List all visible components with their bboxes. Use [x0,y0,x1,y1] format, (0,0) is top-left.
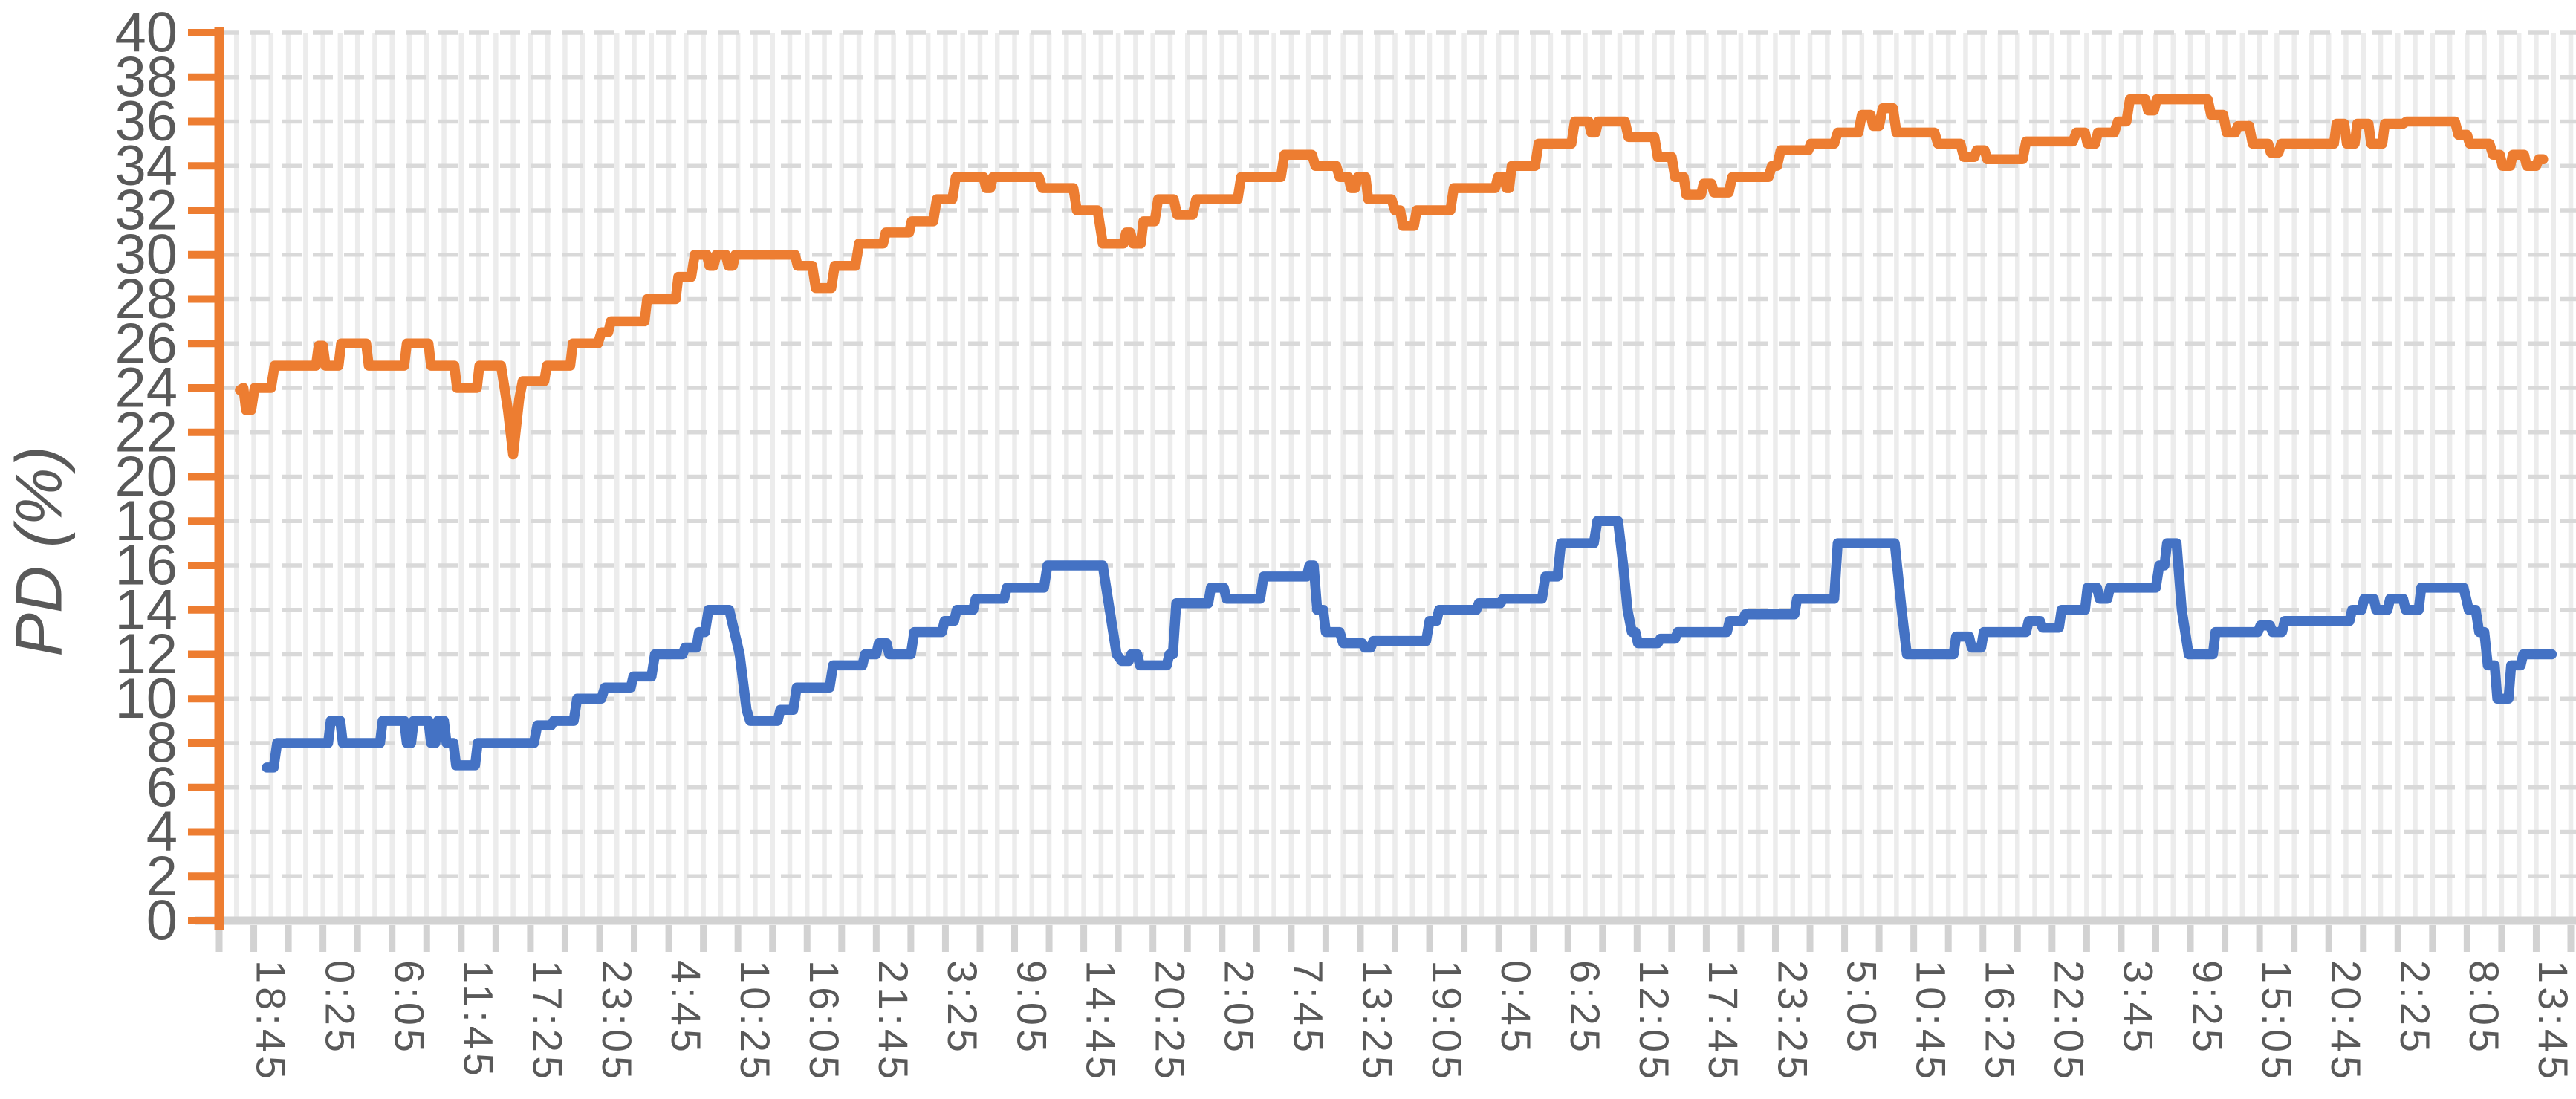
x-tick-label: 23:25 [1769,960,1816,1083]
x-tick-label: 6:05 [386,960,432,1056]
y-tick-label: 26 [114,312,178,375]
y-axis-title: PD (%) [2,446,76,657]
y-tick-label: 38 [114,45,178,108]
x-tick-label: 20:25 [1146,960,1193,1083]
x-tick-label: 3:25 [939,960,986,1056]
x-tick-label: 15:05 [2254,960,2300,1083]
x-tick-label: 2:25 [2392,960,2439,1056]
y-axis [188,27,224,930]
series-lines [235,94,2557,773]
x-tick-label: 2:05 [1216,960,1263,1056]
x-tick-label: 14:45 [1077,960,1124,1083]
x-tick-label: 18:45 [247,960,294,1083]
y-tick-label: 8 [146,712,178,775]
x-tick-label: 13:25 [1354,960,1401,1083]
y-tick-label: 18 [114,490,178,553]
x-tick-label: 11:45 [455,960,502,1080]
x-tick-label: 3:45 [2115,960,2162,1056]
y-tick-label: 10 [114,667,178,730]
x-tick-label: 0:45 [1493,960,1540,1056]
y-tick-label: 2 [146,845,178,908]
x-tick-label: 21:45 [870,960,917,1083]
orange-series-line [235,94,2549,460]
x-tick-label: 4:45 [663,960,710,1056]
x-tick-label: 12:05 [1631,960,1678,1083]
horizontal-gridlines [219,30,2576,878]
x-tick-label: 6:25 [1562,960,1609,1056]
x-tick-label: 0:25 [317,960,363,1056]
y-tick-label: 20 [114,445,178,508]
y-tick-label: 24 [114,357,178,420]
x-tick-label: 9:25 [2184,960,2231,1056]
x-tick-label: 22:05 [2046,960,2093,1083]
x-tick-label: 10:45 [1907,960,1954,1083]
x-tick-labels: 18:45 0:25 6:05 11:45 17:25 23:05 4:45 10:25 16:… [247,960,2576,1083]
y-tick-label: 40 [114,1,178,65]
y-tick-label: 12 [114,623,178,686]
blue-series-line [262,516,2557,773]
x-tick-label: 20:45 [2323,960,2369,1083]
y-tick-label: 30 [114,223,178,286]
y-tick-label: 6 [146,756,178,819]
x-tick-label: 13:45 [2530,960,2576,1083]
x-tick-label: 10:25 [732,960,779,1083]
x-tick-label: 5:05 [1838,960,1885,1056]
x-tick-label: 8:05 [2461,960,2508,1056]
y-tick-label: 0 [146,889,178,953]
y-tick-label: 28 [114,268,178,331]
x-tick-label: 9:05 [1008,960,1055,1056]
y-tick-label: 4 [146,800,178,863]
y-tick-label: 14 [114,578,178,641]
x-tick-label: 16:05 [801,960,848,1083]
y-tick-label: 32 [114,179,178,242]
x-tick-label: 7:45 [1285,960,1332,1056]
y-tick-label: 36 [114,90,178,153]
y-tick-label: 16 [114,534,178,597]
x-tick-label: 17:45 [1700,960,1747,1083]
x-axis [195,916,2576,952]
y-tick-label: 34 [114,134,178,198]
x-tick-label: 17:25 [525,960,571,1083]
x-tick-label: 23:05 [594,960,640,1083]
y-tick-label: 22 [114,401,178,464]
x-tick-label: 19:05 [1424,960,1470,1083]
x-tick-label: 16:25 [1977,960,2024,1083]
